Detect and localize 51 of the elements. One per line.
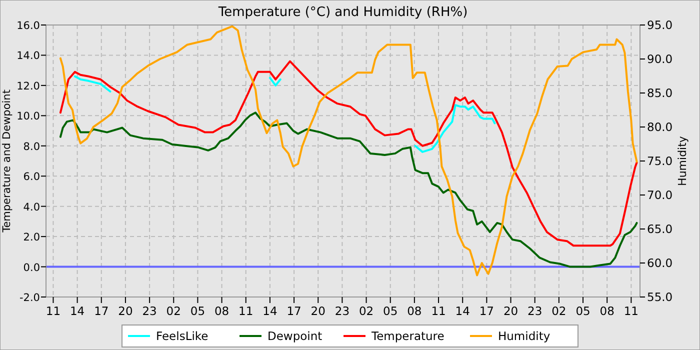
- y-tick-label: 14.0: [16, 50, 40, 62]
- x-tick-label: 17: [286, 304, 302, 318]
- legend-label: Dewpoint: [268, 329, 323, 343]
- x-tick-label: 11: [238, 304, 254, 318]
- y-tick-label: 2.0: [23, 232, 40, 244]
- x-tick-label: 08: [407, 304, 422, 318]
- y-tick-label: 8.0: [23, 140, 40, 153]
- y2-tick-label: 65.0: [647, 222, 673, 236]
- x-tick-label: 05: [576, 304, 590, 318]
- y-tick-label: 10.0: [16, 110, 40, 123]
- x-tick-label: 14: [455, 304, 470, 318]
- y-tick-label: -2.0: [20, 292, 40, 304]
- x-tick-label: 11: [624, 304, 638, 318]
- y-tick-label: 4.0: [23, 201, 40, 214]
- x-tick-label: 02: [552, 304, 566, 318]
- x-tick-label: 05: [190, 304, 206, 318]
- x-tick-label: 20: [310, 304, 326, 318]
- legend-label: FeelsLike: [156, 329, 208, 343]
- x-tick-label: 14: [70, 304, 85, 318]
- x-tick-label: 17: [94, 304, 109, 318]
- chart-title: Temperature (°C) and Humidity (RH%): [217, 5, 468, 20]
- x-tick-label: 20: [503, 304, 518, 318]
- legend-label: Temperature: [370, 329, 444, 343]
- x-tick-label: 02: [358, 304, 374, 318]
- y2-tick-label: 55.0: [647, 290, 673, 304]
- y-tick-label: 0.0: [23, 262, 40, 274]
- x-tick-label: 23: [142, 304, 157, 318]
- y2-tick-label: 60.0: [647, 256, 673, 270]
- x-tick-label: 14: [262, 304, 278, 318]
- y-axis-title: Temperature and Dewpoint: [1, 90, 13, 234]
- x-tick-label: 08: [600, 304, 614, 318]
- y2-tick-label: 95.0: [647, 18, 673, 32]
- x-tick-label: 23: [334, 304, 350, 318]
- x-tick-label: 17: [479, 304, 494, 318]
- x-tick-label: 11: [46, 304, 61, 318]
- y2-tick-label: 80.0: [647, 120, 673, 134]
- y2-tick-label: 90.0: [647, 52, 673, 66]
- y2-tick-label: 75.0: [647, 154, 673, 168]
- y-tick-label: 12.0: [16, 80, 40, 92]
- x-tick-label: 11: [431, 304, 446, 318]
- y2-tick-label: 70.0: [647, 188, 673, 202]
- y-tick-label: 16.0: [16, 20, 40, 32]
- y-tick-label: 6.0: [23, 171, 40, 184]
- x-tick-label: 05: [383, 304, 398, 318]
- legend-label: Humidity: [498, 329, 550, 343]
- x-tick-label: 23: [528, 304, 542, 318]
- y2-axis-title: Humidity: [676, 136, 689, 186]
- x-tick-label: 08: [214, 304, 230, 318]
- y2-tick-label: 85.0: [647, 86, 673, 100]
- x-tick-label: 20: [118, 304, 133, 318]
- x-tick-label: 02: [166, 304, 181, 318]
